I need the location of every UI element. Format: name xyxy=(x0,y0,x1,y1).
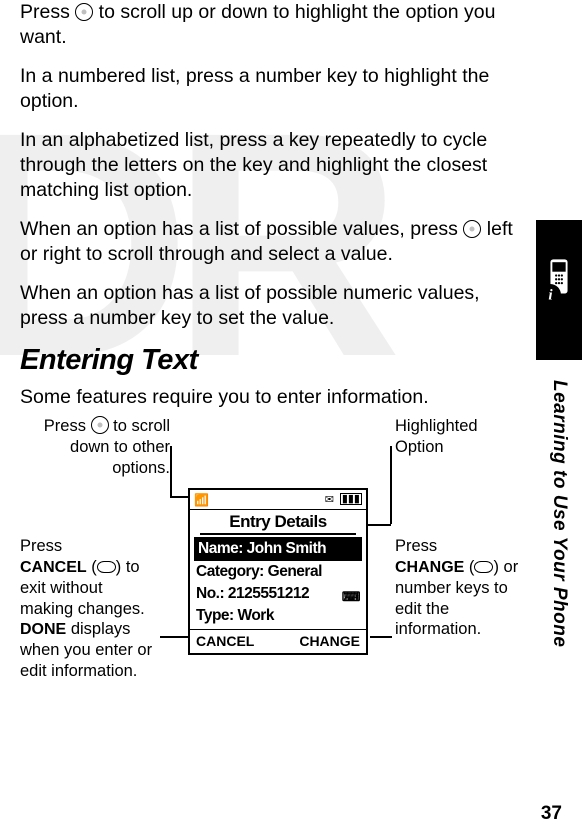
softkey-cancel: CANCEL xyxy=(196,633,254,649)
text: Press xyxy=(20,1,75,23)
leader-line xyxy=(160,636,188,638)
text: ( xyxy=(87,558,97,576)
softkey-change: CHANGE xyxy=(299,633,360,649)
heading-entering-text: Entering Text xyxy=(20,344,525,377)
softkey-bar: CANCEL CHANGE xyxy=(190,629,366,653)
side-section-label: Learning to Use Your Phone xyxy=(548,380,570,647)
screen-row-name: Name: John Smith xyxy=(194,537,362,561)
nav-key-icon xyxy=(75,3,93,21)
signal-icon: 📶 xyxy=(194,493,209,507)
label-change: CHANGE xyxy=(395,559,464,576)
status-bar: 📶 ✉ ▮▮▮ xyxy=(190,490,366,510)
text: Option xyxy=(395,438,444,456)
paragraph-sub: Some features require you to enter infor… xyxy=(20,385,525,410)
message-icon: ✉ xyxy=(325,493,334,506)
text: Press xyxy=(395,537,437,555)
screen-row-type: Type: Work ⌨ xyxy=(190,605,366,627)
paragraph-1: Press to scroll up or down to highlight … xyxy=(20,0,525,50)
phone-screen: 📶 ✉ ▮▮▮ Entry Details Name: John Smith C… xyxy=(188,488,368,655)
page-number: 37 xyxy=(541,803,562,825)
label-cancel: CANCEL xyxy=(20,559,87,576)
paragraph-3: In an alphabetized list, press a key rep… xyxy=(20,128,525,203)
leader-line xyxy=(170,446,172,496)
battery-icon: ▮▮▮ xyxy=(340,493,362,505)
softkey-right-icon xyxy=(474,561,493,573)
nav-key-icon xyxy=(463,220,481,238)
phone-info-icon: i xyxy=(540,255,578,315)
callout-cancel: Press CANCEL () to exit without making c… xyxy=(20,536,160,681)
screen-row-number: No.: 2125551212 xyxy=(190,583,366,605)
text: Press xyxy=(20,537,62,555)
label-done: DONE xyxy=(20,621,66,638)
entry-details-diagram: Press to scroll down to other options. H… xyxy=(20,416,525,756)
paragraph-2: In a numbered list, press a number key t… xyxy=(20,64,525,114)
text: Type: Work xyxy=(196,607,274,624)
screen-title: Entry Details xyxy=(200,510,356,535)
text: ( xyxy=(464,558,474,576)
callout-scroll-down: Press to scroll down to other options. xyxy=(40,416,170,478)
leader-line xyxy=(390,446,392,524)
callout-change: Press CHANGE () or number keys to edit t… xyxy=(395,536,520,640)
callout-highlighted-option: Highlighted Option xyxy=(395,416,515,457)
screen-row-category: Category: General xyxy=(190,561,366,583)
paragraph-5: When an option has a list of possible nu… xyxy=(20,281,525,331)
softkey-left-icon xyxy=(97,561,116,573)
text: When an option has a list of possible va… xyxy=(20,218,463,240)
nav-key-icon xyxy=(91,416,109,434)
leader-line xyxy=(370,636,392,638)
text: Highlighted xyxy=(395,417,478,435)
keyboard-icon: ⌨ xyxy=(342,589,360,605)
paragraph-4: When an option has a list of possible va… xyxy=(20,217,525,267)
text: Press xyxy=(44,417,91,435)
